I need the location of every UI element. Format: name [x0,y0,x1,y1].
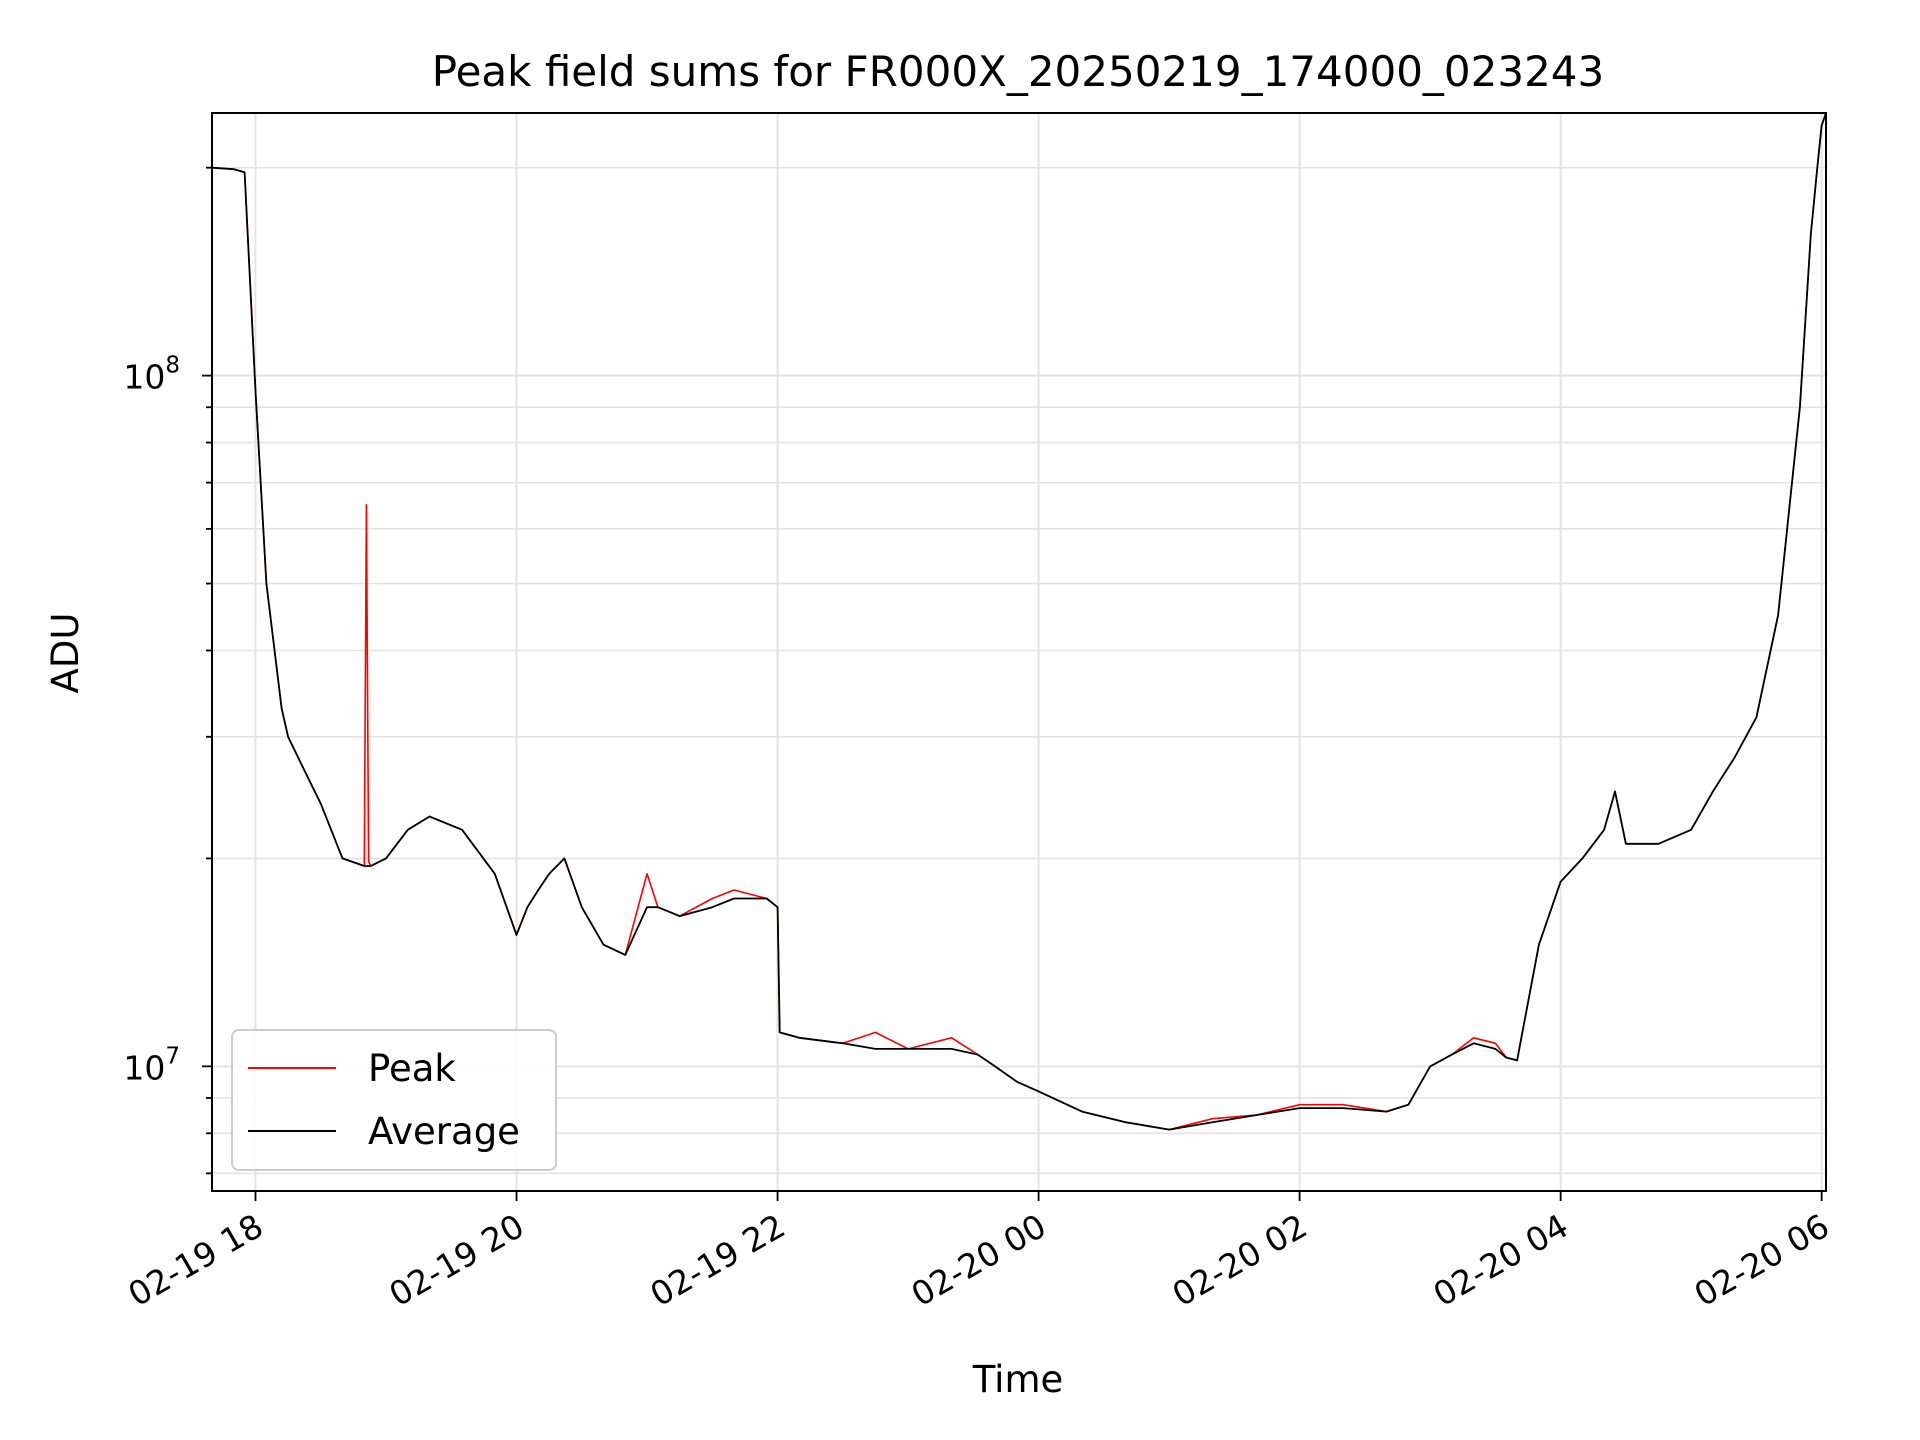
legend-label-peak: Peak [368,1047,456,1090]
y-axis-label: ADU [44,613,87,694]
x-axis-label: Time [972,1358,1064,1401]
legend-box [231,1029,557,1171]
chart-title: Peak field sums for FR000X_20250219_1740… [432,47,1605,96]
legend: Peak Average [231,1029,557,1171]
legend-label-average: Average [368,1110,520,1153]
axes-frame [211,112,1827,1192]
series-line-average [211,112,1827,1131]
